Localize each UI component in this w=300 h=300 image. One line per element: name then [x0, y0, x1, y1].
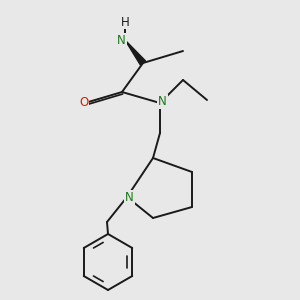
Text: N: N: [158, 95, 167, 108]
Text: O: O: [79, 96, 88, 109]
Text: H: H: [121, 16, 129, 28]
Text: N: N: [117, 34, 126, 46]
Text: N: N: [125, 191, 134, 204]
Polygon shape: [125, 40, 146, 65]
